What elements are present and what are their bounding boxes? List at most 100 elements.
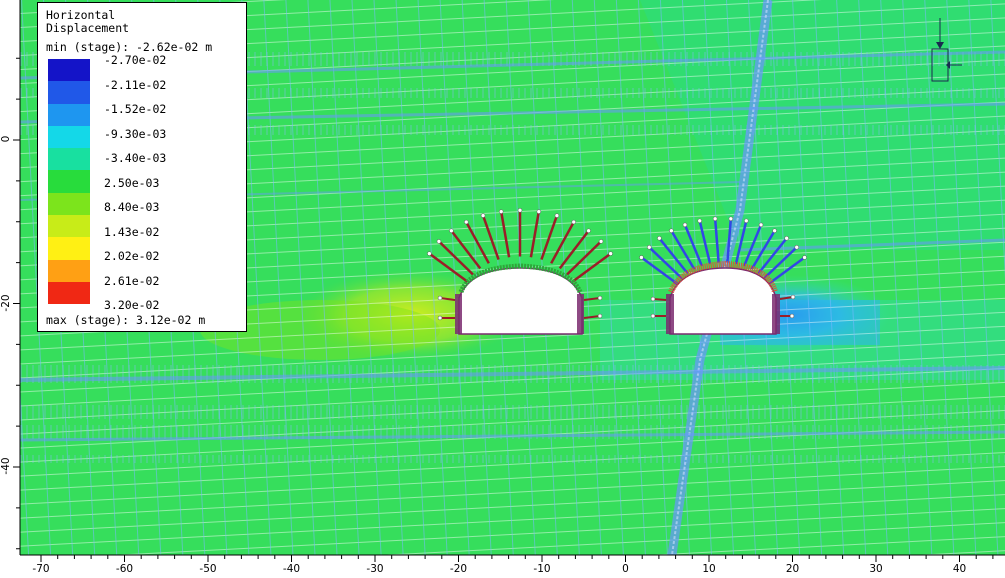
y-tick-label: 0 [0, 135, 12, 143]
bolt-end [647, 245, 652, 250]
rock-bolt [658, 237, 689, 275]
legend-label: 2.50e-03 [104, 175, 160, 190]
legend-max-value: max (stage): 3.12e-02 m [46, 313, 206, 327]
bolt-end [784, 236, 789, 241]
rock-bolt [529, 211, 541, 258]
bolt-end [657, 236, 662, 241]
bolt-end [682, 222, 688, 228]
x-tick-label: -50 [199, 563, 217, 575]
legend-label: -2.70e-02 [104, 53, 167, 67]
bolt-end [772, 228, 777, 233]
bolt-end [758, 222, 764, 228]
right-tunnel[interactable] [639, 216, 807, 335]
rock-bolt [648, 246, 683, 280]
bolt-end [598, 239, 604, 244]
left-tunnel[interactable] [427, 208, 613, 335]
rock-bolt [640, 256, 679, 286]
rock-bolt [763, 246, 798, 280]
bolt-end [498, 209, 504, 214]
rock-bolt [742, 224, 763, 267]
legend-label: 8.40e-03 [104, 200, 160, 214]
legend-swatch [48, 125, 90, 149]
bolt-end [608, 251, 613, 256]
bolt-end [728, 216, 734, 222]
rock-bolt [726, 218, 733, 263]
x-tick-label: 0 [622, 563, 629, 575]
y-tick-label: -40 [0, 457, 12, 475]
rock-bolts-left [427, 208, 613, 283]
legend-swatch [48, 81, 90, 104]
bolt-end [712, 216, 718, 222]
bolt-end [571, 219, 576, 225]
rock-bolts-right [639, 216, 807, 286]
legend-title: Horizontal Displacement [46, 9, 129, 35]
rock-bolt [713, 218, 720, 263]
legend-label: -9.30e-03 [104, 126, 167, 141]
rock-bolt [465, 221, 490, 264]
query-point-marker[interactable] [931, 18, 962, 82]
legend-value-labels: -2.70e-02 -2.11e-02 -1.52e-02 -9.30e-03 -3.4… [104, 54, 166, 324]
rock-bolt [757, 237, 788, 275]
rock-bolt [499, 211, 511, 258]
x-tick-label: -60 [115, 563, 134, 575]
legend-swatch [48, 148, 90, 171]
bolt-end [802, 255, 807, 260]
bolt-end [536, 209, 542, 214]
bolt-end [480, 213, 486, 218]
bolt-end [639, 255, 644, 260]
x-tick-label: -30 [366, 563, 384, 575]
rock-bolt [540, 215, 559, 260]
legend-title-line1: Horizontal [46, 8, 116, 22]
rock-bolt [734, 220, 748, 265]
bolt-end [794, 245, 799, 250]
legend-label: 3.20e-02 [104, 298, 160, 312]
legend-title-line2: Displacement [46, 21, 130, 35]
rock-bolt [767, 256, 806, 286]
bolt-end [449, 228, 454, 233]
bolt-end [464, 219, 469, 225]
rock-bolt [550, 221, 575, 264]
rock-bolt [750, 230, 776, 270]
legend-swatch [48, 237, 90, 260]
x-tick-label: -70 [32, 563, 50, 575]
legend-swatch [48, 281, 90, 305]
bolt-end [697, 218, 702, 224]
bolt-end [586, 228, 591, 233]
legend-label: -1.52e-02 [104, 102, 167, 116]
x-tick-label: 30 [869, 563, 883, 575]
rock-bolt [670, 230, 696, 270]
bolt-end [554, 213, 560, 218]
rock-bolt [481, 215, 500, 260]
rock-bolt [683, 224, 704, 267]
rock-bolt [698, 220, 712, 265]
y-tick-label: -20 [0, 293, 12, 312]
rock-bolt [571, 252, 612, 283]
legend-swatch [48, 103, 90, 126]
rock-bolt [450, 229, 482, 270]
rock-bolt [558, 229, 590, 270]
legend-color-scale [48, 59, 90, 305]
legend-swatch [48, 59, 90, 82]
legend-swatch [48, 259, 90, 282]
bolt-end [517, 208, 523, 213]
x-tick-label: -10 [533, 563, 551, 575]
x-tick-label: 10 [702, 563, 716, 575]
rock-bolt [428, 252, 469, 283]
legend-swatch [48, 170, 90, 193]
legend-label: 1.43e-02 [104, 224, 160, 239]
legend-label: -3.40e-03 [104, 151, 167, 165]
legend-swatch [48, 192, 90, 216]
x-tick-label: 20 [785, 563, 800, 575]
bolt-end [669, 228, 674, 233]
bolt-end [744, 218, 749, 224]
legend-label: -2.11e-02 [104, 77, 167, 92]
bolt-end [436, 239, 442, 244]
contour-legend[interactable]: Horizontal Displacement min (stage): -2.… [37, 2, 247, 332]
x-tick-label: -20 [449, 563, 468, 575]
legend-min-value: min (stage): -2.62e-02 m [46, 40, 213, 54]
legend-swatch [48, 215, 90, 238]
x-tick-label: 40 [952, 563, 967, 575]
